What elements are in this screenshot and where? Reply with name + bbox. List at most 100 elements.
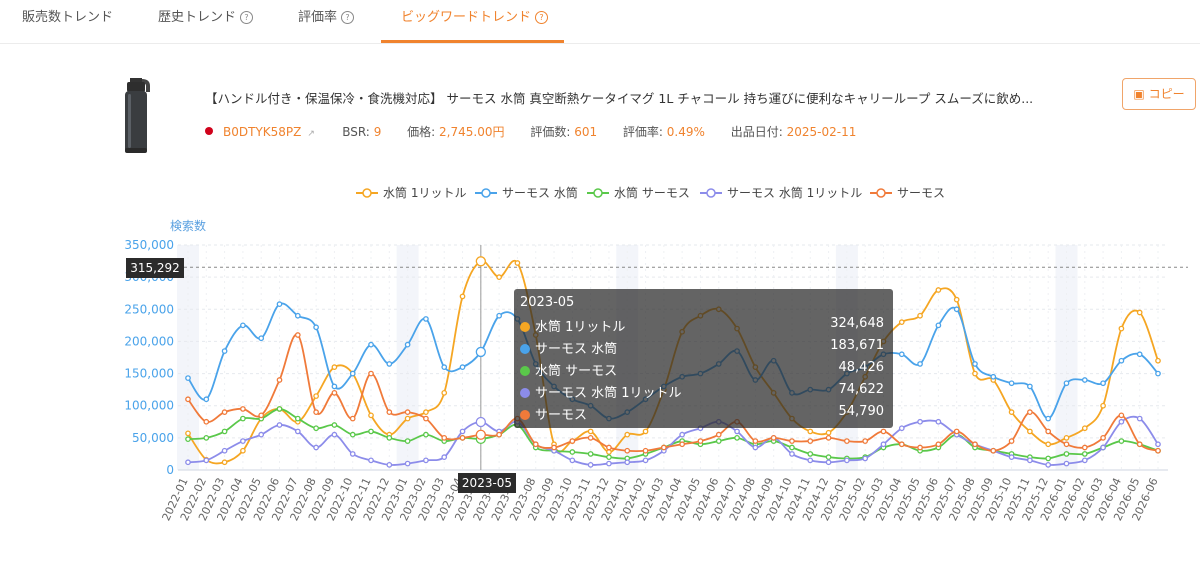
external-link-icon[interactable]: ↗ [307, 129, 315, 139]
data-point [1063, 441, 1070, 448]
data-point [1027, 383, 1033, 390]
legend-marker-icon [587, 188, 609, 198]
data-point [185, 459, 191, 466]
data-point [1045, 462, 1052, 468]
data-point [697, 438, 704, 444]
help-icon[interactable]: ? [341, 11, 355, 24]
data-point [294, 428, 301, 435]
data-point [441, 454, 448, 460]
y-axis-pointer-label: 315,292 [126, 258, 184, 278]
data-point [789, 451, 795, 457]
data-point [642, 428, 649, 435]
copy-button[interactable]: ▣ コピー [1122, 78, 1196, 110]
data-point [240, 322, 246, 329]
legend-marker-icon [870, 188, 892, 198]
data-point [1045, 455, 1052, 462]
tooltip-series-name: サーモス 水筒 1リットル [535, 386, 682, 401]
data-point [1045, 415, 1052, 422]
product-title[interactable]: 【ハンドル付き・保温保冷・食洗機対応】 サーモス 水筒 真空断熱ケータイマグ 1… [205, 91, 1034, 106]
reviews-value: 601 [574, 125, 598, 139]
data-point [606, 444, 612, 451]
data-point [240, 438, 246, 444]
data-point [606, 449, 612, 455]
data-point [1027, 409, 1033, 415]
data-point [935, 418, 942, 425]
data-point [423, 457, 429, 464]
data-point [404, 460, 411, 467]
y-tick-label: 100,000 [124, 399, 174, 413]
series-dot-icon [520, 410, 530, 420]
tab-sales-trend[interactable]: 販売数トレンド [22, 0, 113, 43]
chart-tooltip: 2023-05 水筒 1リットル 324,648 サーモス 水筒 183,671 水… [514, 289, 893, 428]
data-point [404, 341, 411, 348]
tooltip-row: 水筒 サーモス 48,426 [520, 360, 884, 380]
legend-label: サーモス 水筒 [502, 186, 578, 200]
help-icon[interactable]: ? [535, 11, 549, 24]
data-point [240, 406, 246, 412]
legend-item[interactable]: 水筒 1リットル [356, 184, 466, 201]
bsr-value: 9 [373, 125, 382, 139]
help-icon[interactable]: ? [240, 11, 254, 24]
y-axis-title: 検索数 [170, 219, 207, 233]
year-band [1055, 245, 1078, 470]
data-point [349, 415, 356, 422]
data-point [386, 409, 393, 415]
data-point [752, 444, 759, 451]
y-tick-label: 350,000 [124, 238, 174, 252]
bsr-label: BSR: [342, 125, 370, 139]
product-meta: B0DTYK58PZ ↗ BSR: 9 価格: 2,745.00円 評価数: 60… [205, 123, 856, 140]
tab-bigword-trend[interactable]: ビッグワードトレンド? [401, 0, 549, 43]
tab-history-trend[interactable]: 歴史トレンド? [158, 0, 254, 43]
data-point [844, 438, 850, 444]
price-value: 2,745.00円 [439, 125, 505, 139]
tooltip-row: サーモス 54,790 [520, 404, 884, 424]
data-point [1155, 441, 1161, 448]
tooltip-series-name: サーモス 水筒 [535, 342, 618, 357]
legend-item[interactable]: サーモス [870, 184, 945, 201]
data-point [880, 441, 887, 448]
series-dot-icon [520, 322, 530, 332]
data-point [514, 260, 521, 266]
data-point [624, 447, 631, 454]
data-point [587, 435, 594, 441]
y-tick-label: 50,000 [132, 431, 174, 445]
data-point [368, 370, 374, 377]
legend-item[interactable]: 水筒 サーモス [587, 184, 690, 201]
data-point [240, 415, 246, 422]
data-point [1155, 447, 1161, 454]
data-point [1100, 380, 1106, 387]
data-point [185, 375, 191, 381]
data-point [953, 296, 960, 303]
data-point [349, 431, 356, 438]
x-axis-pointer-label: 2023-05 [458, 473, 516, 493]
data-point [953, 428, 960, 435]
asin-link[interactable]: B0DTYK58PZ [223, 125, 302, 139]
data-point [898, 319, 905, 325]
data-point [313, 409, 319, 415]
legend-marker-icon [356, 188, 378, 198]
data-point [1155, 357, 1161, 364]
data-point [240, 447, 246, 454]
tab-rating-rate[interactable]: 評価率? [298, 0, 355, 43]
tab-label: 販売数トレンド [22, 10, 114, 25]
tooltip-series-value: 324,648 [830, 316, 884, 331]
data-point [1100, 444, 1106, 451]
data-point [423, 409, 429, 415]
data-point [313, 444, 319, 451]
data-point [990, 447, 997, 454]
data-point [1081, 444, 1088, 451]
copy-label: コピー [1148, 87, 1185, 101]
tab-label: 歴史トレンド [158, 10, 237, 25]
data-point [898, 441, 905, 448]
data-point [313, 393, 319, 399]
active-tab-indicator [381, 40, 564, 43]
data-point [368, 428, 374, 435]
status-dot-icon [205, 127, 213, 135]
legend-label: サーモス 水筒 1リットル [727, 186, 863, 200]
data-point [258, 431, 265, 438]
legend-item[interactable]: サーモス 水筒 1リットル [700, 184, 862, 201]
year-band [177, 245, 199, 470]
legend-item[interactable]: サーモス 水筒 [475, 184, 578, 201]
data-point [331, 383, 338, 390]
